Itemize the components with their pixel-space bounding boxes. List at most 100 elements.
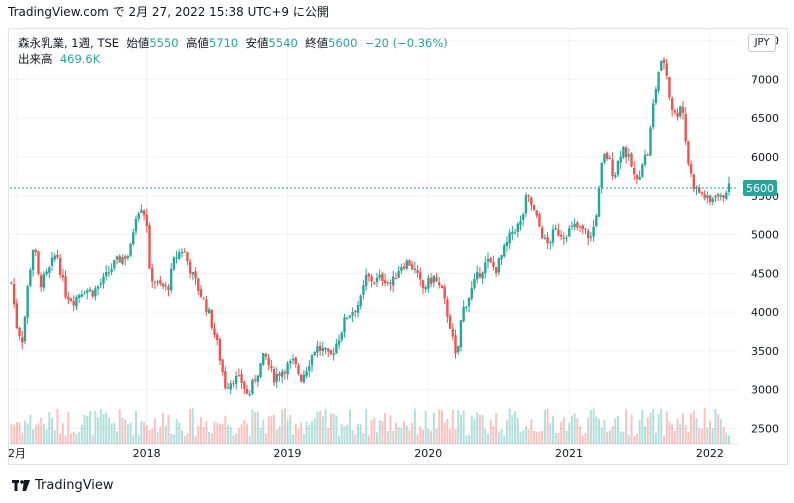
candle-body [123,256,127,259]
x-tick-label: 2022 [696,447,724,460]
volume-bar [237,427,240,444]
volume-bar [351,429,354,444]
candle-body [299,374,303,382]
candle-body [408,260,411,266]
volume-bar [164,425,167,444]
volume-bar [302,434,305,444]
candle-body [15,303,19,329]
volume-bar [332,413,335,444]
candle-body [164,285,167,287]
candle-body [194,271,197,279]
candle-body [662,59,666,63]
candle-body [513,232,517,234]
candle-body [321,347,325,352]
candle-body [213,328,216,335]
candle-body [12,284,16,305]
volume-bar [470,415,473,444]
volume-bar [292,434,295,444]
currency-button[interactable]: JPY [748,34,776,52]
volume-bar [654,432,657,444]
candle-body [668,77,671,98]
candle-body [443,287,446,299]
volume-bar [495,413,498,444]
volume-bar [411,422,414,444]
volume-bar [348,409,351,444]
volume-bar [267,416,270,444]
volume-bar [53,429,56,444]
volume-bar [665,411,668,444]
candle-body [178,252,181,259]
candle-body [478,273,482,278]
candle-body [156,281,159,283]
candle-body [197,278,200,291]
volume-bar [541,430,544,444]
y-tick-label: 6500 [751,112,779,125]
volume-bar [481,414,484,444]
candle-body [665,63,668,76]
high-value: 5710 [208,36,239,50]
volume-bar [635,434,638,444]
candle-body [345,317,349,319]
candle-body [559,234,563,237]
volume-bar [370,420,373,444]
candle-body [48,267,51,273]
volume-bar [240,424,243,444]
volume-bar [316,411,319,444]
volume-bar [668,421,671,444]
candle-body [622,146,625,158]
volume-bar [245,423,248,444]
candle-body [83,293,86,295]
volume-bar [80,424,83,444]
candle-body [624,147,628,158]
candle-body [229,383,232,390]
candle-body [370,276,373,282]
candle-body [58,257,62,275]
volume-label: 出来高 [18,52,53,66]
candle-body [126,255,130,258]
volume-bar [124,419,127,444]
candle-body [335,343,338,354]
candle-body [492,262,495,267]
volume-bar [254,412,257,444]
candle-body [527,195,530,197]
candle-body [427,277,430,289]
candle-body [679,106,682,117]
footer-brand[interactable]: TradingView [12,478,114,493]
volume-bar [167,414,170,444]
candle-body [546,237,549,244]
candle-body [378,274,381,278]
volume-bar [505,420,508,444]
candle-body [386,282,390,284]
volume-bar [381,420,384,444]
volume-bar [243,419,246,444]
volume-bar [457,410,460,444]
candle-body [118,256,121,263]
candle-body [473,279,476,288]
volume-bar [313,418,316,444]
last-price-badge: 5600 [743,180,777,197]
volume-bar [113,422,116,444]
candle-body [356,304,360,313]
volume-bar [465,435,468,444]
y-tick-label: 3500 [751,345,779,358]
volume-bar [357,423,360,444]
volume-bar [18,422,21,444]
candle-body [635,175,639,180]
volume-bar [695,417,698,444]
candle-body [75,296,78,307]
candle-body [435,277,438,282]
candle-body [475,271,479,280]
candle-body [253,379,257,381]
volume-bar [67,411,70,444]
volume-bar [189,409,192,444]
volume-bar [308,424,311,444]
ohlc-row: 森永乳業, 1週, TSE 始値5550 高値5710 安値5540 終値560… [18,35,448,51]
y-tick-label: 3000 [751,384,779,397]
volume-bar [451,409,454,444]
volume-bar [676,418,679,444]
candle-body [159,280,162,284]
volume-bar [700,428,703,444]
volume-bar [118,409,121,444]
candle-body [419,272,422,280]
